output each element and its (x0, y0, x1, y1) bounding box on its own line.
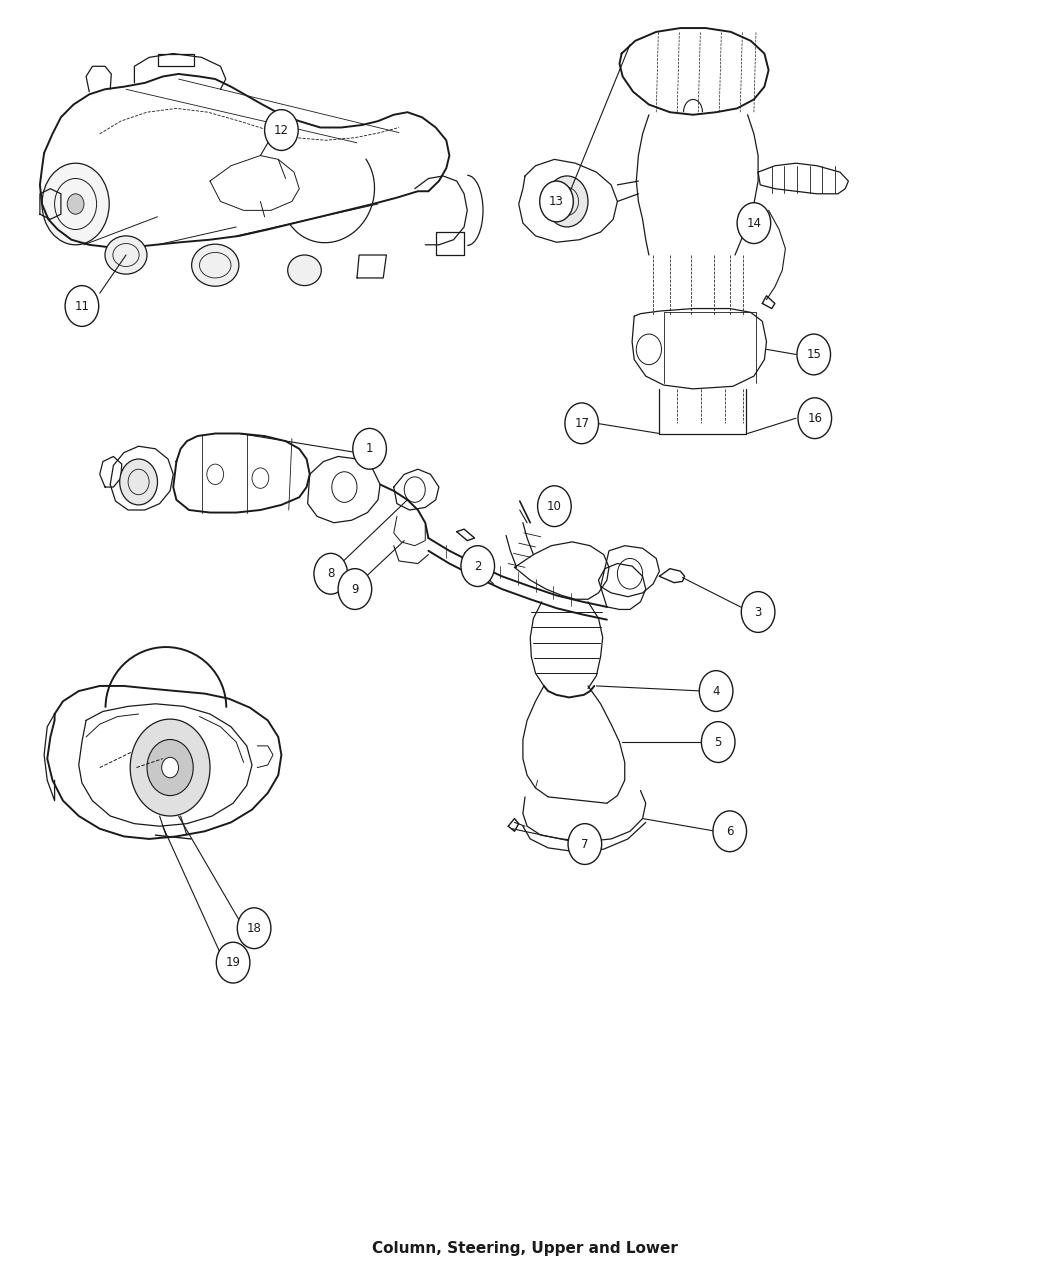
Circle shape (237, 908, 271, 949)
Text: 8: 8 (327, 567, 335, 580)
Text: 7: 7 (581, 838, 589, 850)
Circle shape (546, 176, 588, 227)
Circle shape (147, 740, 193, 796)
Text: 19: 19 (226, 956, 240, 969)
Text: 17: 17 (574, 417, 589, 430)
Ellipse shape (191, 245, 239, 287)
Text: 15: 15 (806, 348, 821, 361)
Circle shape (737, 203, 771, 244)
Ellipse shape (105, 236, 147, 274)
Circle shape (565, 403, 598, 444)
Circle shape (338, 569, 372, 609)
Text: 10: 10 (547, 500, 562, 513)
Ellipse shape (288, 255, 321, 286)
Circle shape (216, 942, 250, 983)
Circle shape (162, 757, 178, 778)
Circle shape (130, 719, 210, 816)
Text: 16: 16 (807, 412, 822, 425)
Circle shape (699, 671, 733, 711)
Text: 18: 18 (247, 922, 261, 935)
Circle shape (797, 334, 831, 375)
Circle shape (265, 110, 298, 150)
Circle shape (568, 824, 602, 864)
Text: Column, Steering, Upper and Lower: Column, Steering, Upper and Lower (372, 1241, 678, 1256)
Circle shape (353, 428, 386, 469)
Circle shape (120, 459, 158, 505)
Circle shape (798, 398, 832, 439)
Circle shape (713, 811, 747, 852)
Text: 9: 9 (351, 583, 359, 595)
Circle shape (538, 486, 571, 527)
Circle shape (540, 181, 573, 222)
Circle shape (701, 722, 735, 762)
Text: 5: 5 (714, 736, 722, 748)
Text: 1: 1 (365, 442, 374, 455)
Text: 12: 12 (274, 124, 289, 136)
Text: 4: 4 (712, 685, 720, 697)
Circle shape (461, 546, 495, 587)
Text: 3: 3 (754, 606, 762, 618)
Circle shape (67, 194, 84, 214)
Text: 6: 6 (726, 825, 734, 838)
Circle shape (65, 286, 99, 326)
Text: 2: 2 (474, 560, 482, 572)
Text: 14: 14 (747, 217, 761, 230)
Text: 11: 11 (75, 300, 89, 312)
Circle shape (42, 163, 109, 245)
Text: 13: 13 (549, 195, 564, 208)
Circle shape (314, 553, 348, 594)
Circle shape (741, 592, 775, 632)
